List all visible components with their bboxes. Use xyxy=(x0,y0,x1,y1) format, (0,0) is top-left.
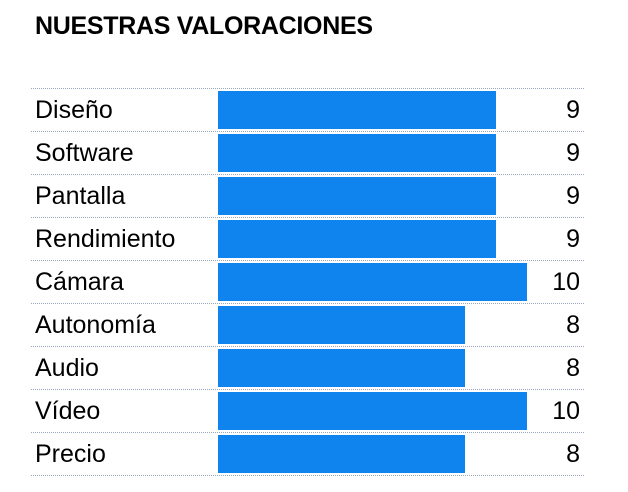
category-label: Pantalla xyxy=(35,182,126,210)
rating-row: Precio 8 xyxy=(31,432,584,476)
rating-row: Software 9 xyxy=(31,131,584,174)
category-label: Vídeo xyxy=(35,397,101,425)
category-label: Audio xyxy=(35,354,99,382)
category-label: Rendimiento xyxy=(35,225,176,253)
rating-row: Rendimiento 9 xyxy=(31,217,584,260)
rating-bar xyxy=(218,435,465,473)
ratings-bar-chart: Diseño 9 Software 9 Pantalla 9 Rendimiento 9 Cám… xyxy=(31,88,584,476)
rating-row: Pantalla 9 xyxy=(31,174,584,217)
rating-value: 10 xyxy=(552,268,580,296)
rating-row: Diseño 9 xyxy=(31,88,584,131)
category-label: Precio xyxy=(35,440,106,468)
rating-row: Vídeo 10 xyxy=(31,389,584,432)
rating-bar xyxy=(218,91,496,129)
rating-row: Audio 8 xyxy=(31,346,584,389)
rating-value: 8 xyxy=(566,311,580,339)
rating-bar xyxy=(218,134,496,172)
rating-value: 8 xyxy=(566,440,580,468)
rating-bar xyxy=(218,306,465,344)
rating-value: 9 xyxy=(566,182,580,210)
rating-bar xyxy=(218,263,527,301)
rating-bar xyxy=(218,392,527,430)
category-label: Diseño xyxy=(35,96,113,124)
rating-bar xyxy=(218,349,465,387)
rating-bar xyxy=(218,177,496,215)
chart-title: NUESTRAS VALORACIONES xyxy=(35,12,373,40)
rating-value: 10 xyxy=(552,397,580,425)
rating-value: 8 xyxy=(566,354,580,382)
category-label: Cámara xyxy=(35,268,124,296)
category-label: Autonomía xyxy=(35,311,156,339)
rating-value: 9 xyxy=(566,139,580,167)
rating-row: Autonomía 8 xyxy=(31,303,584,346)
rating-row: Cámara 10 xyxy=(31,260,584,303)
rating-value: 9 xyxy=(566,96,580,124)
category-label: Software xyxy=(35,139,134,167)
rating-bar xyxy=(218,220,496,258)
rating-value: 9 xyxy=(566,225,580,253)
